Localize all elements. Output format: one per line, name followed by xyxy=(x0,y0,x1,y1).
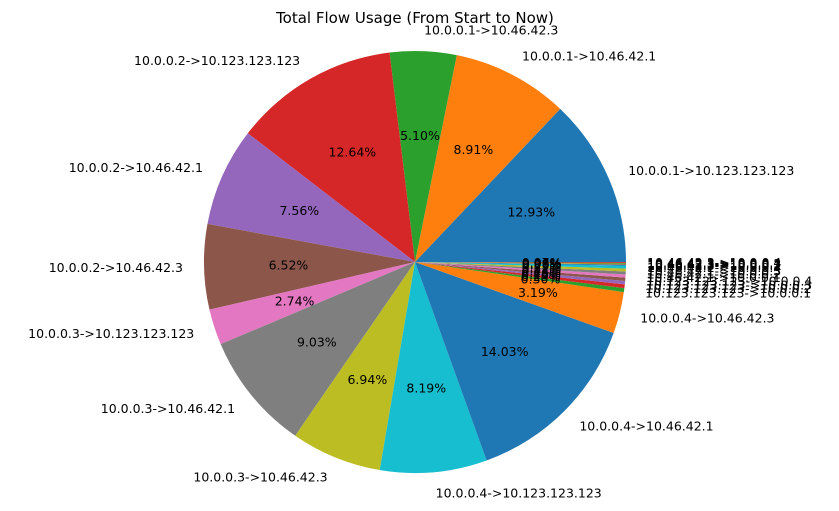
pie-slice xyxy=(415,262,626,275)
slice-label: 10.0.0.2->10.46.42.3 xyxy=(49,260,183,275)
pie-slice xyxy=(247,52,415,262)
slice-label: 10.0.0.4->10.123.123.123 xyxy=(436,486,602,501)
slice-percent-label: 2.74% xyxy=(275,294,315,309)
slice-label: 10.123.123.123->10.0.0.1 xyxy=(645,285,811,300)
slice-label: 10.0.0.1->10.46.42.1 xyxy=(522,49,656,64)
slice-percent-label: 7.56% xyxy=(279,203,319,218)
slice-label: 10.0.0.4->10.46.42.1 xyxy=(579,418,713,433)
pie-slice xyxy=(415,262,625,289)
slice-percent-label: 0.06% xyxy=(522,255,562,270)
slice-percent-label: 9.03% xyxy=(297,334,337,349)
slice-label: 10.0.0.3->10.123.123.123 xyxy=(28,326,194,341)
pie-slice xyxy=(220,262,415,436)
slice-percent-label: 14.03% xyxy=(481,344,529,359)
pie-slice xyxy=(415,55,561,263)
pie-slice xyxy=(415,262,626,272)
slice-percent-label: 0.07% xyxy=(522,255,562,270)
pie-slice xyxy=(379,262,487,473)
pie-slice xyxy=(415,262,614,461)
slice-percent-label: 12.93% xyxy=(507,205,555,220)
slice-label: 10.46.42.3->10.0.0.3 xyxy=(647,256,781,271)
slice-labels: 10.0.0.1->10.123.123.123 10.0.0.1->10.46.… xyxy=(28,23,812,501)
pie-slice xyxy=(207,133,415,262)
slice-percent-label: 0.30% xyxy=(521,271,561,286)
pie-slice xyxy=(415,262,626,266)
pie-slice xyxy=(415,262,625,293)
slice-percent-label: 12.64% xyxy=(329,144,377,159)
chart-title: Total Flow Usage (From Start to Now) xyxy=(275,9,554,27)
slice-percent-label: 8.19% xyxy=(406,381,446,396)
pie-slice xyxy=(415,262,627,263)
pie-slice xyxy=(415,262,626,285)
slice-percent-label: 3.19% xyxy=(518,285,558,300)
slice-label: 10.0.0.4->10.46.42.3 xyxy=(640,310,774,325)
slice-label: 10.46.42.3->10.0.0.4 xyxy=(647,255,781,270)
slice-label: 10.0.0.1->10.123.123.123 xyxy=(628,163,794,178)
pie-slice xyxy=(415,262,626,265)
slice-percent-label: 6.52% xyxy=(269,257,309,272)
slice-label: 10.46.42.1->10.0.0.1 xyxy=(647,270,781,285)
slice-percent-label: 0.26% xyxy=(521,265,561,280)
pie-slice xyxy=(389,51,457,262)
slice-label: 10.123.123.123->10.0.0.2 xyxy=(646,281,812,296)
slice-label: 10.0.0.2->10.46.42.1 xyxy=(69,160,203,175)
slice-label: 10.123.123.123->10.0.0.4 xyxy=(646,274,812,289)
slice-label: 10.0.0.3->10.46.42.3 xyxy=(193,470,327,485)
slice-label: 10.46.42.1->10.0.0.2 xyxy=(647,267,781,282)
slice-percent-label: 6.94% xyxy=(347,372,387,387)
pie-slice xyxy=(415,262,624,334)
pie-slice xyxy=(415,262,626,264)
pie-slice xyxy=(209,262,415,345)
pie-slice xyxy=(415,262,626,282)
pie-slice xyxy=(295,262,415,471)
slice-label: 10.46.42.3->10.0.0.2 xyxy=(647,257,781,272)
slice-percent-label: 5.10% xyxy=(400,128,440,143)
slice-percent-label: 8.91% xyxy=(454,142,494,157)
slice-label: 10.46.42.3->10.0.0.1 xyxy=(647,258,781,273)
slice-percent-label: 0.23% xyxy=(522,258,562,273)
slice-label: 10.123.123.123->10.0.0.3 xyxy=(646,277,812,292)
slice-label: 10.0.0.1->10.46.42.3 xyxy=(424,23,558,38)
slice-percent-label: 0.08% xyxy=(522,256,562,271)
slice-percent-label: 0.22% xyxy=(522,259,562,274)
pie-slices xyxy=(203,51,627,473)
slice-label: 10.46.42.1->10.0.0.3 xyxy=(647,263,781,278)
slice-percent-label: 0.22% xyxy=(522,261,562,276)
slice-percent-label: 0.29% xyxy=(521,269,561,284)
pie-slice xyxy=(415,262,626,269)
slice-percent-label: 0.25% xyxy=(521,267,561,282)
slice-percent-label: 0.24% xyxy=(521,263,561,278)
pie-slice xyxy=(203,223,415,310)
slice-percent-label: 0.06% xyxy=(522,256,562,271)
slice-label: 10.0.0.3->10.46.42.1 xyxy=(101,401,235,416)
slice-label: 10.46.42.1->10.0.0.4 xyxy=(647,260,781,275)
slice-label: 10.0.0.2->10.123.123.123 xyxy=(134,53,300,68)
pie-slice xyxy=(415,262,626,278)
pie-slice xyxy=(415,108,626,263)
percent-labels: 12.93% 8.91% 5.10% 12.64% 7.56% 6.52% 2.74% 9.0… xyxy=(269,128,562,396)
